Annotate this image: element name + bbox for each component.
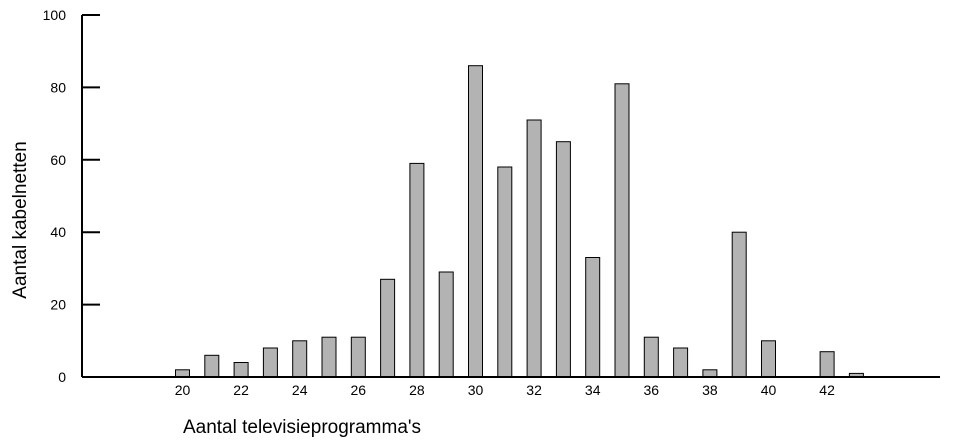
bar-22 bbox=[233, 362, 249, 378]
bar-27 bbox=[380, 278, 396, 378]
bar-34 bbox=[585, 257, 601, 378]
bar-38 bbox=[702, 369, 718, 378]
x-tick-label: 40 bbox=[761, 382, 777, 398]
bar-37 bbox=[673, 347, 689, 378]
x-tick-label: 42 bbox=[819, 382, 835, 398]
bar-40 bbox=[761, 340, 776, 378]
bar-23 bbox=[262, 347, 278, 378]
y-axis-title: Aantal kabelnetten bbox=[10, 141, 31, 298]
bar-31 bbox=[497, 166, 513, 378]
y-tick-label: 0 bbox=[58, 369, 66, 385]
x-axis-title: Aantal televisieprogramma's bbox=[183, 417, 421, 438]
bar-25 bbox=[321, 336, 337, 378]
y-axis-ticks: 0 20 40 60 80 100 bbox=[43, 7, 100, 385]
x-tick-label: 32 bbox=[526, 382, 542, 398]
x-tick-label: 34 bbox=[585, 382, 601, 398]
bars-group bbox=[175, 65, 864, 378]
bar-33 bbox=[555, 141, 571, 378]
x-tick-label: 28 bbox=[409, 382, 425, 398]
bar-20 bbox=[175, 369, 190, 378]
y-tick-label: 20 bbox=[50, 297, 66, 313]
x-tick-label: 38 bbox=[702, 382, 718, 398]
x-tick-label: 20 bbox=[175, 382, 191, 398]
x-axis-ticks: 20 22 24 26 28 30 32 34 36 38 40 42 bbox=[175, 382, 835, 398]
bar-42 bbox=[819, 351, 835, 378]
bar-32 bbox=[526, 119, 542, 378]
y-tick-label: 40 bbox=[50, 224, 66, 240]
x-tick-label: 36 bbox=[644, 382, 660, 398]
bar-35 bbox=[614, 83, 630, 378]
bar-21 bbox=[204, 354, 220, 378]
x-tick-label: 30 bbox=[468, 382, 484, 398]
x-tick-label: 22 bbox=[233, 382, 249, 398]
y-tick-label: 80 bbox=[50, 79, 66, 95]
y-tick-label: 60 bbox=[50, 152, 66, 168]
x-tick-label: 26 bbox=[351, 382, 367, 398]
bar-39 bbox=[731, 231, 747, 378]
bar-36 bbox=[643, 336, 659, 378]
bar-30 bbox=[468, 65, 483, 378]
bar-28 bbox=[409, 162, 425, 378]
bar-24 bbox=[292, 340, 308, 378]
bar-26 bbox=[350, 336, 366, 378]
x-tick-label: 24 bbox=[292, 382, 308, 398]
y-tick-label: 100 bbox=[43, 7, 67, 23]
bar-29 bbox=[438, 271, 454, 378]
